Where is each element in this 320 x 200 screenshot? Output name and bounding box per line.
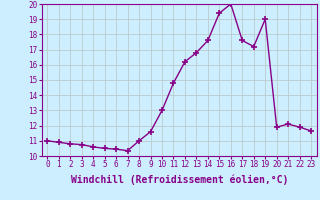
X-axis label: Windchill (Refroidissement éolien,°C): Windchill (Refroidissement éolien,°C) — [70, 175, 288, 185]
